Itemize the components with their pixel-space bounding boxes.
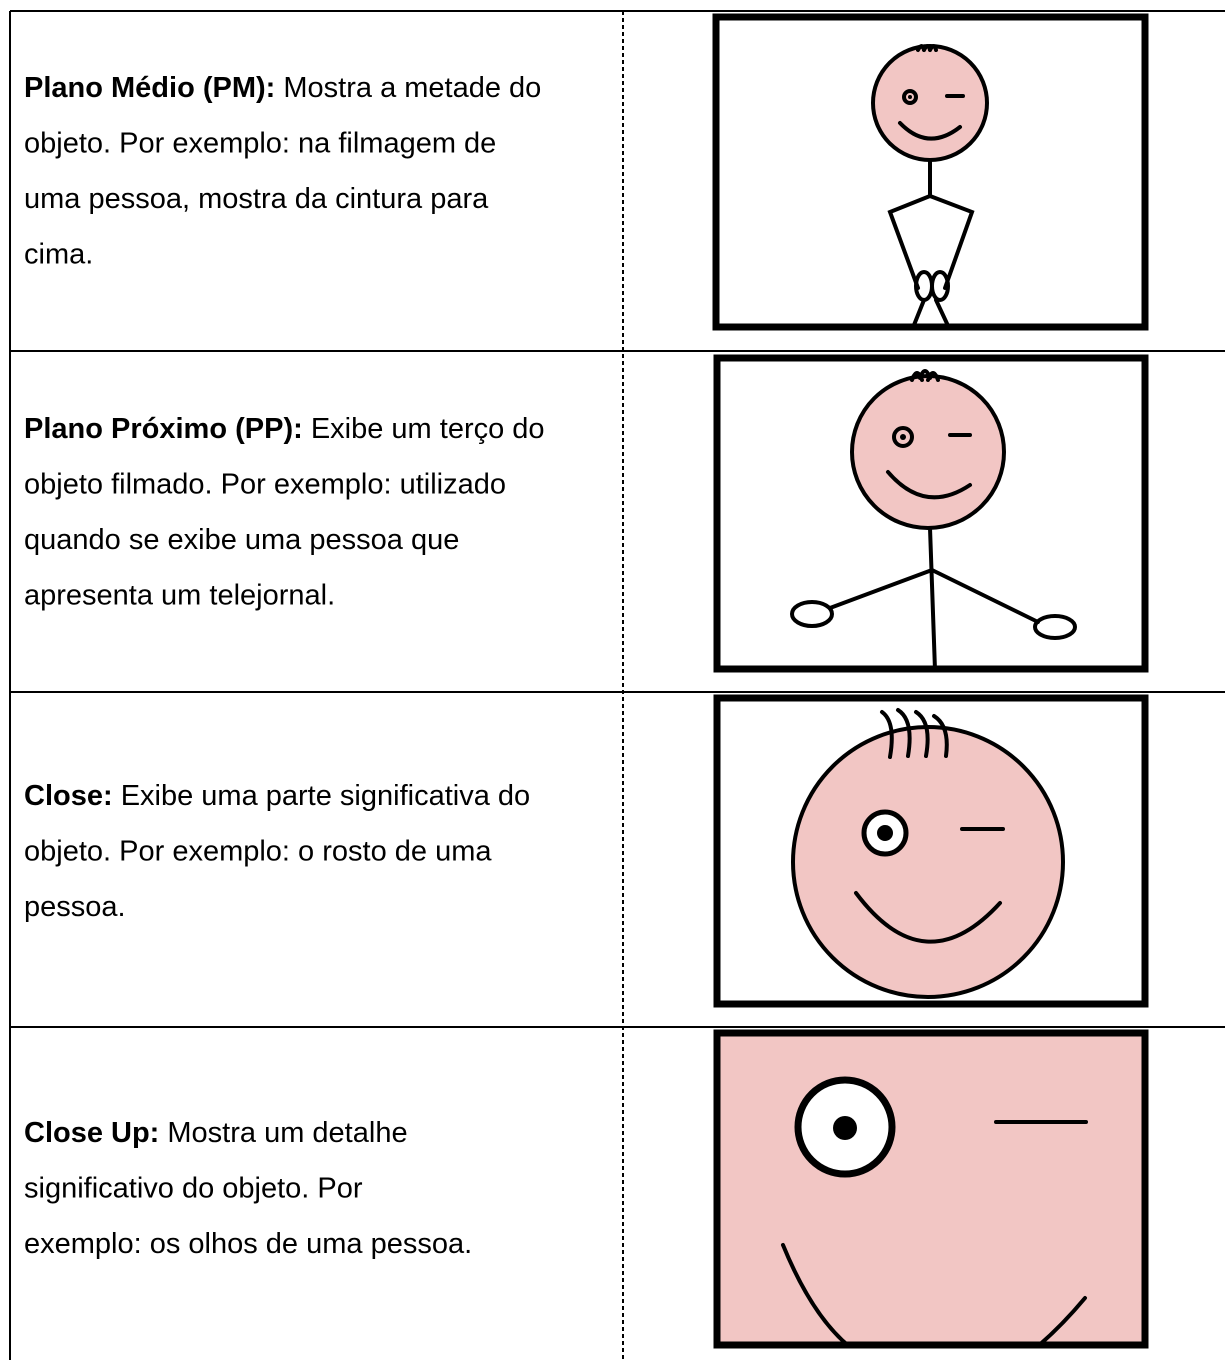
description-line: significativo do objeto. Por bbox=[24, 1172, 363, 1204]
description-line: Plano Médio (PM): Mostra a metade do bbox=[24, 72, 541, 104]
description-line: Close: Exibe uma parte significativa do bbox=[24, 780, 530, 812]
term: Close: bbox=[24, 780, 113, 812]
description-line: uma pessoa, mostra da cintura para bbox=[24, 183, 489, 215]
detail-shot-illustration bbox=[713, 1029, 1149, 1349]
description-text: Exibe um terço do bbox=[303, 413, 545, 445]
description-line: apresenta um telejornal. bbox=[24, 579, 335, 611]
description-text: Mostra um detalhe bbox=[159, 1117, 407, 1149]
description-text: uma pessoa, mostra da cintura para bbox=[24, 183, 489, 215]
descriptions: Plano Médio (PM): Mostra a metade do obje… bbox=[24, 72, 545, 1260]
description-line: objeto. Por exemplo: na filmagem de bbox=[24, 127, 496, 159]
description-text: apresenta um telejornal. bbox=[24, 579, 335, 611]
term: Close Up: bbox=[24, 1117, 159, 1149]
description-text: Mostra a metade do bbox=[275, 72, 541, 104]
description-line: quando se exibe uma pessoa que bbox=[24, 524, 459, 556]
description-line: Close Up: Mostra um detalhe bbox=[24, 1117, 408, 1149]
description-text: exemplo: os olhos de uma pessoa. bbox=[24, 1228, 472, 1260]
close-shot-illustration bbox=[713, 354, 1149, 673]
description-text: quando se exibe uma pessoa que bbox=[24, 524, 459, 556]
description-line: objeto filmado. Por exemplo: utilizado bbox=[24, 468, 506, 500]
description-line: cima. bbox=[24, 238, 93, 270]
description-text: Exibe uma parte significativa do bbox=[113, 780, 531, 812]
description-text: significativo do objeto. Por bbox=[24, 1172, 363, 1204]
description-text: pessoa. bbox=[24, 891, 126, 923]
description-text: objeto. Por exemplo: o rosto de uma bbox=[24, 835, 492, 867]
term: Plano Médio (PM): bbox=[24, 72, 275, 104]
description-text: objeto. Por exemplo: na filmagem de bbox=[24, 127, 496, 159]
term: Plano Próximo (PP): bbox=[24, 413, 303, 445]
table-lines bbox=[9, 10, 1225, 1360]
description-line: exemplo: os olhos de uma pessoa. bbox=[24, 1228, 472, 1260]
description-line: Plano Próximo (PP): Exibe um terço do bbox=[24, 413, 545, 445]
medium-shot-illustration bbox=[712, 13, 1149, 331]
description-text: objeto filmado. Por exemplo: utilizado bbox=[24, 468, 506, 500]
description-line: pessoa. bbox=[24, 891, 126, 923]
description-text: cima. bbox=[24, 238, 93, 270]
close-up-face-illustration bbox=[713, 694, 1149, 1008]
description-line: objeto. Por exemplo: o rosto de uma bbox=[24, 835, 492, 867]
